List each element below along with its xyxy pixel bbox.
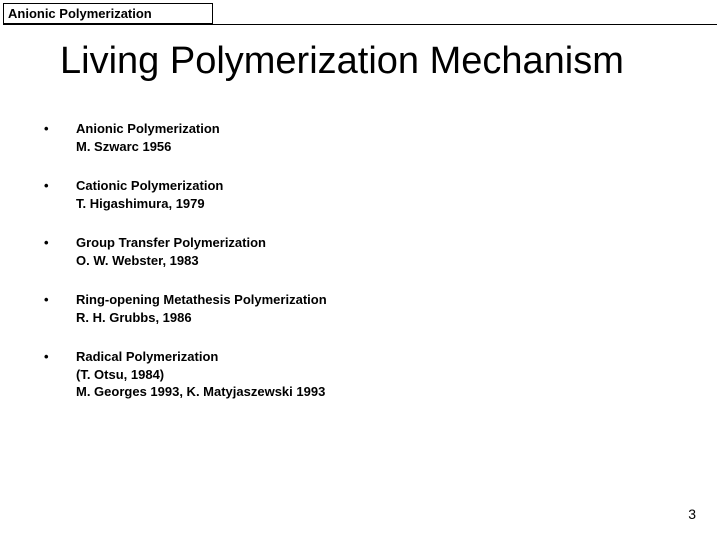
item-name: Cationic Polymerization bbox=[76, 177, 660, 195]
item-author: O. W. Webster, 1983 bbox=[76, 252, 660, 270]
item-name: Radical Polymerization bbox=[76, 348, 660, 366]
list-item-text: Ring-opening Metathesis Polymerization R… bbox=[76, 291, 660, 326]
item-author: R. H. Grubbs, 1986 bbox=[76, 309, 660, 327]
slide: Anionic Polymerization Living Polymeriza… bbox=[0, 0, 720, 540]
item-author2: M. Georges 1993, K. Matyjaszewski 1993 bbox=[76, 383, 660, 401]
list-item-text: Group Transfer Polymerization O. W. Webs… bbox=[76, 234, 660, 269]
list-item-text: Cationic Polymerization T. Higashimura, … bbox=[76, 177, 660, 212]
item-name: Anionic Polymerization bbox=[76, 120, 660, 138]
bullet-icon: • bbox=[40, 120, 76, 138]
item-author: T. Higashimura, 1979 bbox=[76, 195, 660, 213]
list-item-text: Radical Polymerization (T. Otsu, 1984) M… bbox=[76, 348, 660, 401]
header-label: Anionic Polymerization bbox=[3, 3, 213, 24]
page-title: Living Polymerization Mechanism bbox=[60, 40, 624, 83]
list-item-text: Anionic Polymerization M. Szwarc 1956 bbox=[76, 120, 660, 155]
header-divider bbox=[3, 24, 717, 25]
item-name: Group Transfer Polymerization bbox=[76, 234, 660, 252]
item-name: Ring-opening Metathesis Polymerization bbox=[76, 291, 660, 309]
list-item: • Anionic Polymerization M. Szwarc 1956 bbox=[40, 120, 660, 155]
bullet-icon: • bbox=[40, 348, 76, 366]
page-number: 3 bbox=[688, 506, 696, 522]
bullet-icon: • bbox=[40, 291, 76, 309]
list-item: • Radical Polymerization (T. Otsu, 1984)… bbox=[40, 348, 660, 401]
list-item: • Group Transfer Polymerization O. W. We… bbox=[40, 234, 660, 269]
item-author: M. Szwarc 1956 bbox=[76, 138, 660, 156]
bullet-icon: • bbox=[40, 177, 76, 195]
list-item: • Cationic Polymerization T. Higashimura… bbox=[40, 177, 660, 212]
list-item: • Ring-opening Metathesis Polymerization… bbox=[40, 291, 660, 326]
item-author: (T. Otsu, 1984) bbox=[76, 366, 660, 384]
content-list: • Anionic Polymerization M. Szwarc 1956 … bbox=[40, 120, 660, 423]
bullet-icon: • bbox=[40, 234, 76, 252]
